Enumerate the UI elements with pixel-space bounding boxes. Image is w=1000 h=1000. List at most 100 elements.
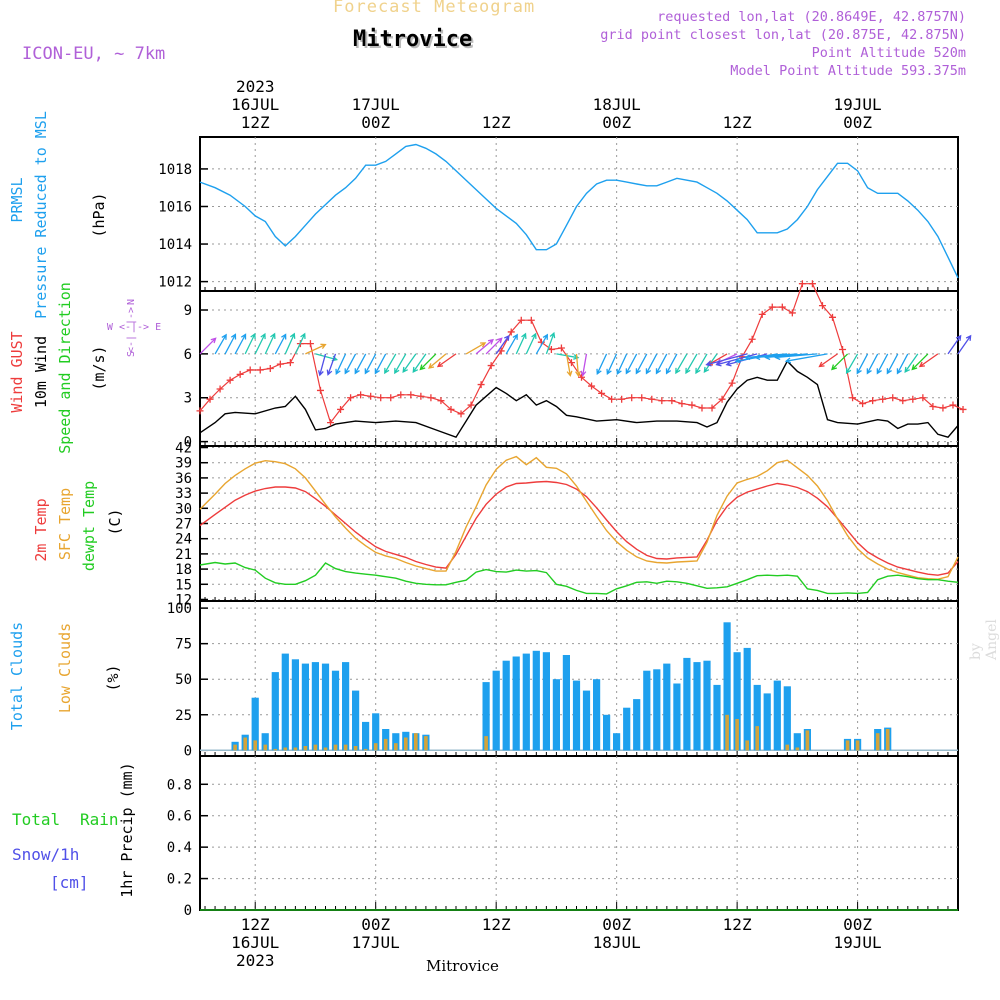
wind-gust-marker-69 — [889, 394, 897, 402]
low-cloud-bar-10 — [333, 744, 338, 751]
y-tick-label-4-2: 0.4 — [167, 840, 192, 856]
wind-direction-arrow-47 — [675, 353, 688, 375]
model-label: ICON-EU, ~ 7km — [22, 44, 166, 64]
y-tick-label-4-0: 0 — [184, 903, 192, 919]
total-cloud-bar-10 — [331, 670, 340, 751]
y-tick-label-3-1: 25 — [175, 708, 192, 724]
total-cloud-bar-32 — [593, 679, 601, 751]
y-tick-label-4-4: 0.8 — [167, 777, 192, 793]
wind-direction-arrow-37 — [575, 353, 581, 378]
y-tick-label-0-2: 1016 — [158, 199, 192, 215]
wind-direction-arrow-39 — [596, 353, 608, 376]
wind-direction-arrow-7 — [274, 333, 287, 355]
wind-gust-marker-73 — [929, 403, 937, 411]
wind-gust-marker-46 — [658, 397, 666, 405]
wind-direction-arrow-42 — [625, 353, 638, 375]
wind-direction-arrow-74 — [957, 334, 972, 355]
wind-direction-arrow-20 — [394, 353, 407, 375]
total-cloud-bar-21 — [482, 682, 490, 751]
y-tick-label-4-1: 0.2 — [167, 872, 192, 888]
temp-sfc-line — [199, 455, 959, 580]
precip-total-label: Total — [12, 810, 60, 829]
low-cloud-bar-47 — [745, 740, 749, 751]
low-cloud-bar-6 — [293, 747, 298, 751]
bottom-time-label-5-0: 00Z — [843, 915, 872, 934]
wind-gust-marker-24 — [437, 397, 445, 405]
wind-gust-marker-38 — [578, 373, 586, 381]
wind-gust-marker-35 — [547, 345, 555, 353]
bottom-time-label-5-1: 19JUL — [834, 933, 882, 952]
wind-direction-arrow-31 — [515, 332, 527, 355]
wind-gust-marker-5 — [246, 366, 254, 374]
top-time-label-1-1: 00Z — [361, 113, 390, 132]
total-cloud-bar-27 — [542, 652, 550, 751]
total-cloud-bar-34 — [613, 733, 621, 751]
wind-gust-marker-15 — [347, 394, 355, 402]
y-tick-label-2-9: 39 — [175, 456, 192, 472]
wind-direction-arrow-46 — [665, 353, 678, 375]
total-cloud-bar-38 — [653, 669, 661, 751]
wind-direction-arrow-25 — [436, 353, 457, 368]
low-cloud-bar-1 — [243, 737, 247, 751]
total-clouds-label: Total Clouds — [8, 622, 26, 730]
total-cloud-bar-6 — [291, 659, 299, 751]
precip-unit-label: 1hr Precip (mm) — [118, 762, 136, 897]
wind-gust-marker-63 — [829, 313, 837, 321]
wind-gust-marker-58 — [778, 303, 786, 311]
compass-north: N — [126, 299, 137, 305]
wind-direction-arrow-23 — [419, 353, 437, 371]
location-title: Mitrovice — [353, 27, 473, 52]
wind-direction-arrow-29 — [495, 334, 510, 355]
temp-sfc-label: SFC Temp — [56, 488, 74, 560]
total-cloud-bar-9 — [321, 663, 330, 751]
y-tick-label-1-0: 0 — [184, 435, 192, 451]
y-tick-label-1-2: 6 — [184, 347, 192, 363]
wind-direction-arrow-13 — [326, 353, 337, 376]
pressure-label-msl: Pressure Reduced to MSL — [32, 111, 50, 319]
y-tick-label-2-6: 30 — [175, 501, 192, 517]
total-cloud-bar-7 — [301, 663, 309, 751]
low-cloud-bar-16 — [394, 743, 398, 751]
low-cloud-bar-4 — [273, 748, 278, 751]
y-tick-label-0-1: 1014 — [158, 237, 192, 253]
y-tick-label-2-8: 36 — [175, 471, 192, 487]
total-cloud-bar-13 — [362, 721, 370, 751]
wind-gust-marker-45 — [648, 395, 656, 403]
pressure-line — [199, 143, 959, 279]
wind-gust-marker-33 — [527, 316, 535, 324]
y-tick-label-2-5: 27 — [175, 517, 192, 533]
model-altitude: Model Point Altitude 593.375m — [730, 63, 966, 79]
total-cloud-bar-3 — [261, 733, 269, 751]
wind-direction-arrow-64 — [845, 353, 859, 375]
low-cloud-bar-52 — [795, 747, 800, 751]
panel-frame-4 — [199, 755, 959, 911]
wind-direction-arrow-60 — [774, 353, 818, 361]
wind-direction-arrow-27 — [475, 338, 494, 355]
wind-direction-arrow-70 — [904, 353, 919, 374]
wind-gust-marker-72 — [919, 394, 927, 402]
low-cloud-bar-46 — [735, 719, 739, 751]
bottom-time-label-1-0: 00Z — [361, 915, 390, 934]
wind-direction-arrow-69 — [896, 353, 909, 375]
top-time-label-5-0: 19JUL — [834, 95, 882, 114]
total-cloud-bar-4 — [271, 672, 279, 751]
wind-direction-arrow-4 — [244, 332, 256, 355]
total-cloud-bar-50 — [773, 680, 781, 751]
y-tick-label-2-4: 24 — [175, 532, 192, 548]
top-time-label-0-0: 2023 — [236, 77, 275, 96]
wind-gust-marker-68 — [879, 395, 887, 403]
total-cloud-bar-31 — [582, 690, 591, 751]
wind-direction-arrow-8 — [284, 332, 296, 355]
chart-title-top: Forecast Meteogram — [333, 0, 536, 17]
low-cloud-bar-55 — [845, 740, 850, 751]
wind-gust-marker-53 — [728, 379, 736, 387]
low-cloud-bar-15 — [383, 738, 388, 751]
wind-gust-marker-65 — [849, 394, 857, 402]
wind-direction-arrow-73 — [947, 334, 962, 355]
bottom-time-label-1-1: 17JUL — [352, 933, 400, 952]
total-cloud-bar-35 — [623, 707, 631, 751]
total-cloud-bar-29 — [562, 655, 570, 751]
total-cloud-bar-30 — [572, 680, 581, 751]
wind-direction-arrow-1 — [214, 333, 227, 355]
wind-gust-marker-67 — [869, 397, 877, 405]
